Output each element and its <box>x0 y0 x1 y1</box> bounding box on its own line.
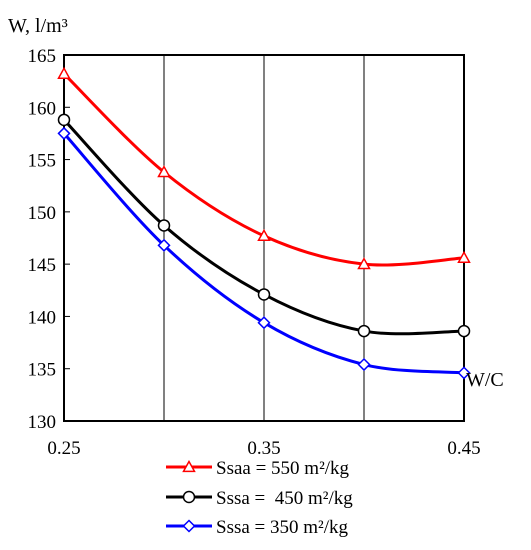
data-point <box>257 288 271 301</box>
x-tick-label: 0.25 <box>47 438 80 459</box>
legend-marker <box>182 519 196 533</box>
y-tick-label: 140 <box>28 307 57 328</box>
data-point <box>357 324 371 338</box>
data-point <box>57 126 71 140</box>
x-axis-title: W/C <box>466 369 504 391</box>
y-tick-label: 155 <box>28 151 57 172</box>
legend-label: Sssa = 350 m²/kg <box>216 517 349 538</box>
legend-label: Ssaa = 550 m²/kg <box>216 458 350 479</box>
data-point <box>157 219 171 232</box>
data-point <box>457 366 471 380</box>
data-point <box>257 228 271 242</box>
x-axis-ticks: 0.25 0.35 0.45 <box>47 438 480 459</box>
y-tick-label: 130 <box>28 412 57 433</box>
data-point <box>57 66 71 79</box>
y-axis-ticks: 130 135 140 145 150 155 160 165 <box>28 46 70 433</box>
data-point <box>457 250 471 264</box>
y-tick-label: 160 <box>28 98 57 119</box>
data-point <box>57 113 71 127</box>
y-tick-label: 165 <box>28 46 57 67</box>
series-line-3 <box>62 132 465 375</box>
data-point <box>457 324 471 338</box>
legend-label: Sssa = 450 m²/kg <box>216 488 353 509</box>
legend-marker <box>182 490 196 504</box>
data-point <box>257 316 271 330</box>
y-tick-label: 135 <box>28 360 57 381</box>
legend: Ssaa = 550 m²/kg Sssa = 450 m²/kg Sssa = 3… <box>166 458 353 538</box>
y-tick-label: 145 <box>28 255 57 276</box>
plot-frame <box>63 54 465 422</box>
x-tick-label: 0.45 <box>447 438 480 459</box>
data-point <box>157 165 171 178</box>
y-axis-title: W, l/m³ <box>8 15 68 37</box>
y-tick-label: 150 <box>28 203 57 224</box>
data-point <box>157 238 171 252</box>
data-point <box>357 257 371 270</box>
x-tick-label: 0.35 <box>247 438 280 459</box>
legend-marker <box>182 459 196 473</box>
series-group <box>57 66 471 380</box>
data-point <box>357 357 371 372</box>
